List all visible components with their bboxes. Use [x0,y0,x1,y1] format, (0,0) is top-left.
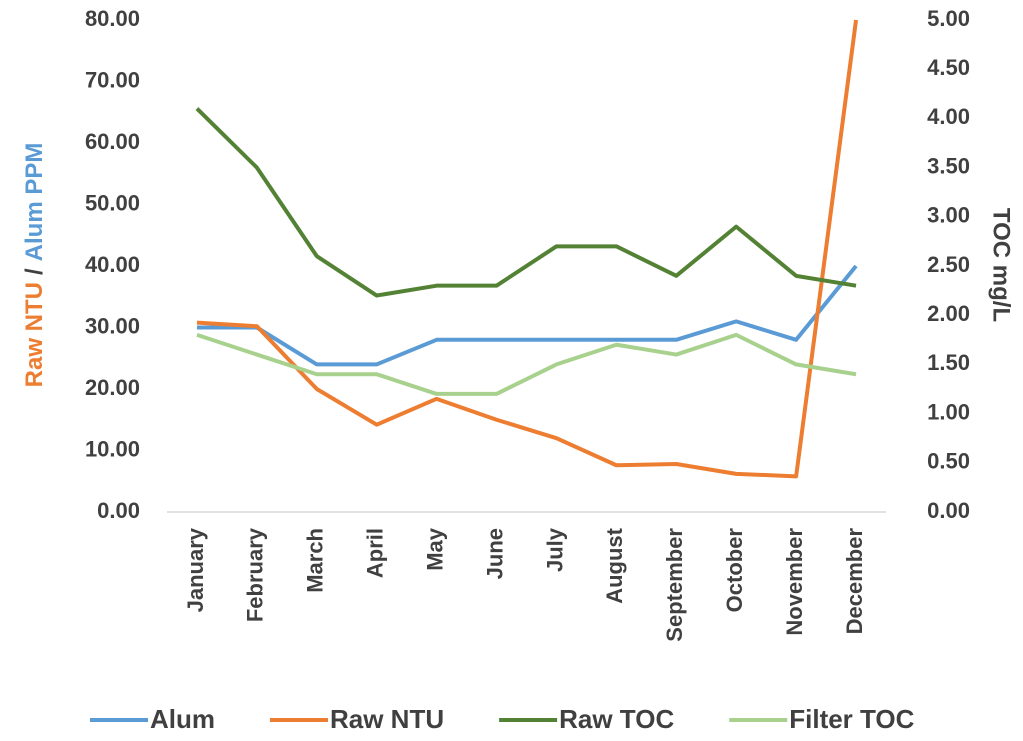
x-tick-label: November [782,528,807,636]
x-tick-label: February [243,527,268,622]
y-axis-title: Raw NTU / Alum PPM [21,143,48,388]
series-line [196,264,858,367]
y-tick-label: 10.00 [85,436,140,461]
x-tick-label: September [662,528,687,642]
y2-tick-label: 2.50 [927,252,970,277]
y-tick-label: 80.00 [85,6,140,31]
y2-axis-title: TOC mg/L [988,208,1015,322]
y2-tick-label: 1.50 [927,350,970,375]
y2-tick-label: 2.00 [927,301,970,326]
x-tick-label: May [422,527,447,571]
y2-tick-label: 4.50 [927,55,970,80]
legend-label: Filter TOC [789,704,914,734]
series-line [196,332,857,396]
legend-label: Alum [150,704,215,734]
x-tick-label: October [722,528,747,613]
series-line [196,19,859,479]
x-tick-label: August [602,527,627,603]
y2-tick-label: 4.00 [927,104,970,129]
y-tick-label: 0.00 [97,498,140,523]
x-tick-label: June [482,528,507,579]
x-tick-label: July [542,527,567,572]
y-tick-label: 60.00 [85,129,140,154]
y-axis-title-part: Raw NTU [21,282,48,387]
legend-label: Raw TOC [559,704,674,734]
y2-tick-label: 0.00 [927,498,970,523]
legend-label: Raw NTU [330,704,444,734]
y2-tick-label: 5.00 [927,6,970,31]
y-axis-title-part: Alum PPM [21,143,48,262]
y-tick-label: 50.00 [85,190,140,215]
y-tick-label: 30.00 [85,313,140,338]
series-line [195,107,857,298]
y2-tick-label: 0.50 [927,449,970,474]
y2-tick-label: 3.50 [927,153,970,178]
y-axis-title-part: / [21,268,48,275]
y2-tick-label: 1.00 [927,399,970,424]
x-tick-label: December [842,528,867,635]
y-tick-label: 40.00 [85,252,140,277]
x-tick-label: March [303,528,328,593]
y2-tick-label: 3.00 [927,203,970,228]
x-tick-label: January [183,527,208,612]
y-tick-label: 70.00 [85,67,140,92]
x-tick-label: April [363,528,388,578]
y-tick-label: 20.00 [85,375,140,400]
